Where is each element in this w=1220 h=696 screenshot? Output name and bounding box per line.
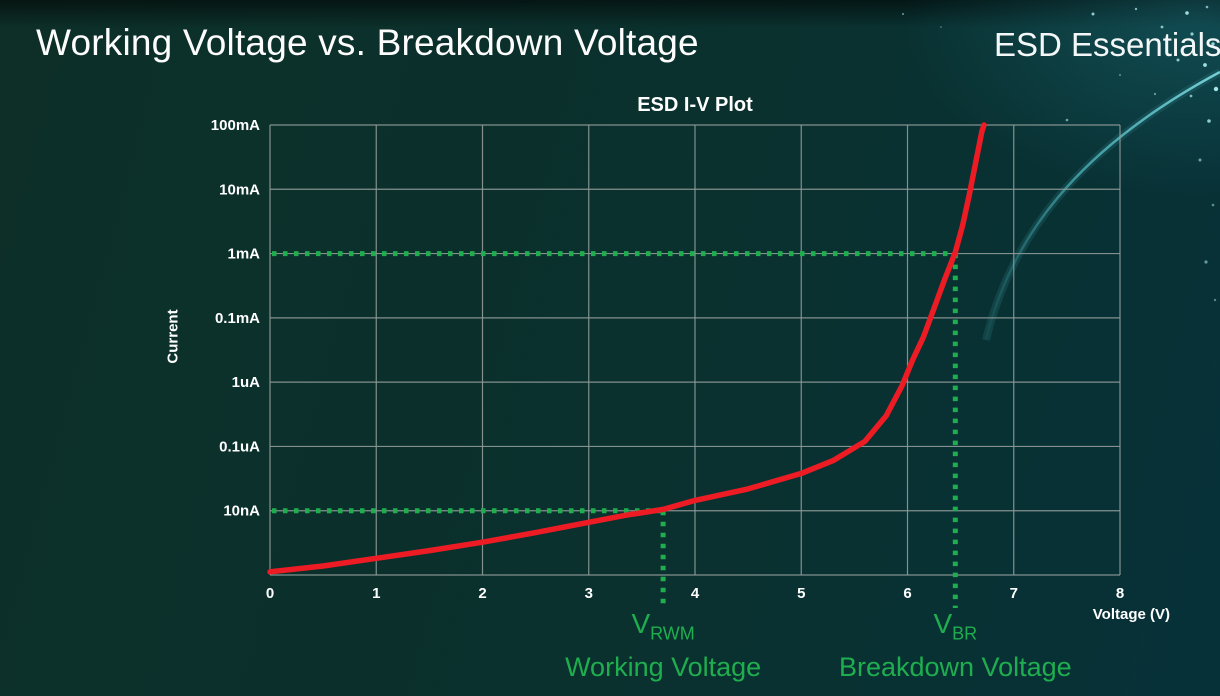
y-tick-label: 10mA	[219, 181, 260, 198]
vbr-symbol-subscript: BR	[952, 623, 978, 644]
decorative-particles	[901, 5, 1219, 302]
y-axis-label: Current	[164, 309, 182, 364]
working-voltage-label: Working Voltage	[565, 651, 762, 682]
x-tick-label: 3	[585, 585, 593, 602]
y-tick-label: 0.1mA	[215, 310, 260, 327]
x-tick-label: 6	[903, 585, 911, 602]
x-tick-label: 5	[797, 585, 805, 602]
chart-title: ESD I-V Plot	[637, 94, 753, 116]
page-title: Working Voltage vs. Breakdown Voltage	[36, 22, 699, 63]
y-tick-label: 1uA	[232, 374, 261, 391]
vbr-symbol: VBR	[839, 608, 1072, 650]
x-tick-label: 8	[1116, 585, 1124, 602]
brand-text: ESD Essentials	[994, 26, 1220, 63]
y-tick-label: 0.1uA	[219, 438, 260, 455]
breakdown-voltage-label: Breakdown Voltage	[838, 651, 1072, 682]
y-tick-label: 100mA	[211, 117, 260, 134]
x-tick-label: 7	[1010, 585, 1018, 602]
vrwm-symbol-subscript: RWM	[650, 623, 695, 644]
iv-curve	[267, 122, 987, 575]
x-axis-label: Voltage (V)	[1092, 606, 1170, 623]
breakdown-voltage-annotation: VBR Breakdown Voltage	[839, 608, 1072, 682]
decorative-swoosh	[984, 70, 1220, 341]
x-tick-label: 0	[266, 585, 274, 602]
x-tick-label: 4	[691, 585, 700, 602]
x-tick-label: 1	[372, 585, 380, 602]
x-tick-label: 2	[478, 585, 486, 602]
vrwm-symbol-letter: V	[631, 608, 651, 639]
vbr-symbol-letter: V	[933, 608, 953, 639]
y-tick-label: 10nA	[223, 503, 260, 520]
vrwm-symbol: VRWM	[565, 608, 761, 650]
working-voltage-annotation: VRWM Working Voltage	[565, 608, 761, 682]
y-tick-label: 1mA	[227, 246, 260, 263]
